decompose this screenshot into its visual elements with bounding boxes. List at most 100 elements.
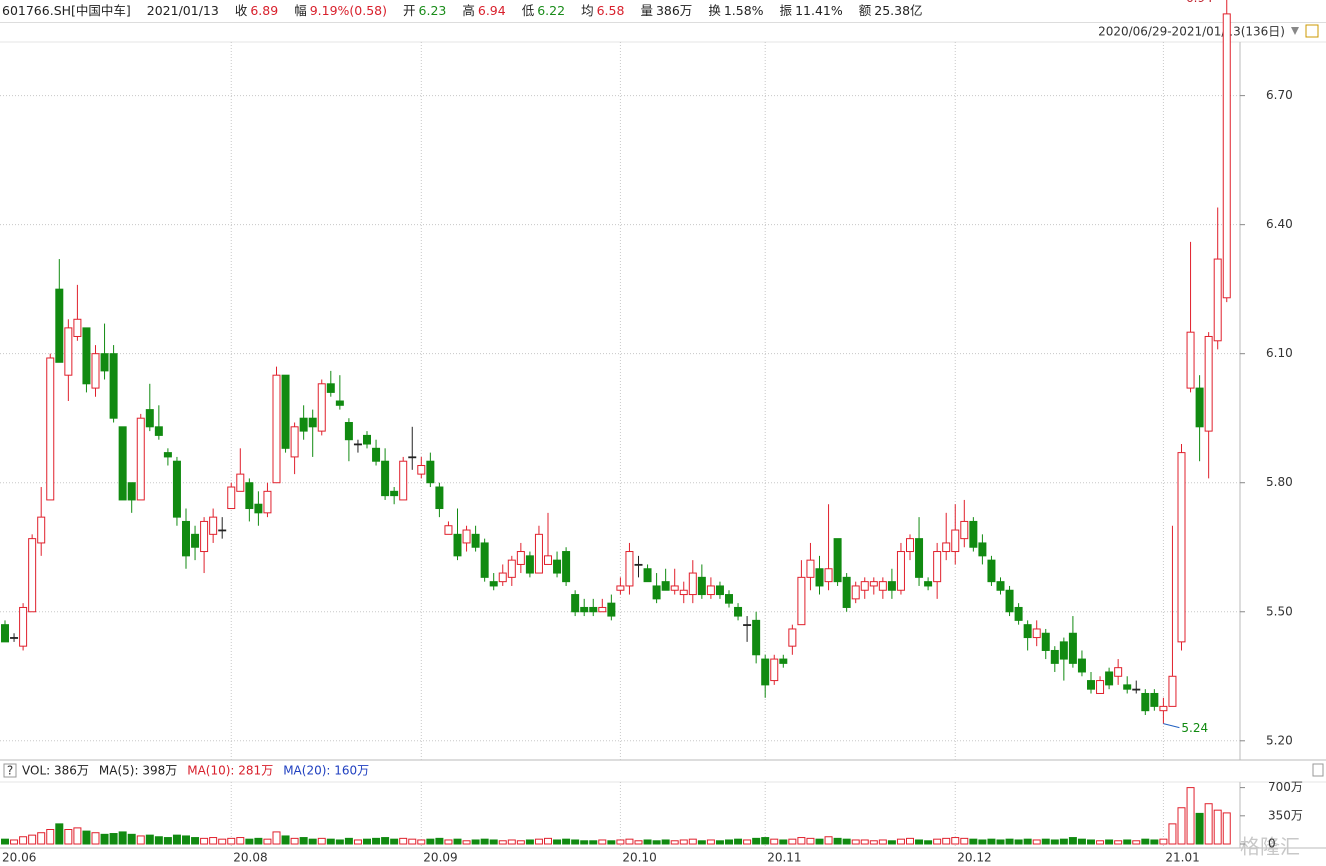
candle-body (924, 581, 933, 587)
candle-body (697, 576, 706, 596)
volume-bar (752, 837, 761, 845)
field-value: 6.23 (418, 3, 447, 18)
volume-bar (263, 838, 272, 845)
volume-bar (82, 830, 91, 845)
candle-body (317, 383, 326, 432)
field-value: 601766.SH[中国中车] (2, 3, 131, 18)
volume-bar (616, 839, 625, 845)
watermark: 格隆汇 (1240, 835, 1300, 859)
volume-bar (1050, 839, 1059, 845)
candle-body (553, 559, 562, 574)
volume-bar (725, 839, 733, 845)
candle-body (643, 568, 652, 583)
field-value: 6.22 (537, 3, 566, 18)
volume-bar (534, 838, 543, 845)
volume-bar (1059, 838, 1068, 845)
candle-body (1096, 680, 1105, 694)
candle-body (788, 628, 797, 647)
candle-body (28, 538, 37, 613)
field-label: 换 (708, 3, 721, 18)
volume-bar (915, 839, 924, 845)
volume-bar (634, 840, 643, 845)
quote-field: 额 25.38亿 (859, 3, 926, 18)
candle-body (1041, 632, 1050, 651)
candle-body (417, 465, 426, 475)
quote-field: 换 1.58% (708, 3, 766, 18)
candle-body (1132, 688, 1141, 691)
volume-bar (154, 836, 163, 845)
candle-body (534, 533, 543, 574)
field-label: 低 (521, 3, 535, 18)
volume-bar (969, 838, 978, 845)
quote-field: 低 6.22 (522, 3, 568, 18)
volume-bar (145, 834, 154, 845)
candle-body (1087, 680, 1095, 690)
x-tick-label: 20.06 (2, 851, 36, 865)
volume-bar (272, 831, 281, 845)
candle-body (1159, 705, 1168, 712)
candle-body (408, 456, 417, 459)
candle-body (200, 520, 209, 553)
candle-body (100, 353, 109, 372)
y-tick-label: 5.20 (1266, 733, 1293, 747)
candle-body (227, 486, 236, 510)
candle-body (37, 516, 46, 544)
volume-bar (878, 839, 887, 845)
candle-body (263, 490, 272, 514)
candle-body (743, 624, 752, 626)
y-tick-label: 5.80 (1266, 475, 1293, 489)
volume-bar (55, 823, 64, 845)
volume-bar (1213, 809, 1222, 845)
volume-bar (19, 836, 28, 845)
volume-bar (317, 837, 326, 845)
volume-bar (127, 833, 136, 845)
volume-bar (1041, 838, 1050, 845)
volume-bar (1, 838, 9, 845)
quote-field: 收 6.89 (235, 3, 281, 18)
help-icon[interactable] (3, 763, 17, 778)
field-label: 开 (403, 3, 416, 18)
volume-bar (109, 833, 118, 845)
candle-body (634, 563, 643, 566)
candle-body (1077, 658, 1086, 673)
volume-bar (806, 837, 815, 845)
candle-body (462, 529, 471, 544)
candle-body (1150, 692, 1159, 707)
volume-bar (607, 840, 616, 845)
x-tick-label: 20.10 (622, 851, 656, 865)
candle-body (571, 594, 580, 613)
volume-bar (1005, 838, 1014, 845)
candle-body (344, 422, 353, 441)
volume-bar (797, 837, 806, 845)
candle-body (182, 520, 190, 557)
candle-body (851, 585, 860, 600)
candle-body (960, 520, 969, 540)
quote-field: 幅 9.19%(0.58) (294, 3, 390, 18)
lock-icon[interactable] (1305, 24, 1319, 38)
y-tick-label: 0 (1268, 837, 1276, 851)
quote-field: 开 6.23 (403, 3, 449, 18)
candle-body (281, 374, 290, 449)
volume-bar (625, 838, 634, 845)
candle-body (236, 473, 245, 492)
volume-bar (960, 837, 969, 845)
volume-bar (1123, 839, 1132, 845)
dropdown-icon[interactable] (1291, 27, 1299, 35)
candle-body (1059, 641, 1068, 660)
candle-body (335, 400, 344, 406)
field-value: 2021/01/13 (146, 3, 219, 18)
help-mark: ? (7, 764, 13, 778)
field-label: 量 (640, 3, 653, 18)
candle-body (770, 658, 779, 682)
volume-bar (417, 839, 426, 845)
candle-body (353, 443, 362, 446)
candle-body (118, 426, 127, 501)
volume-bar (37, 832, 46, 845)
quote-field: 均 6.58 (581, 3, 627, 18)
toggle-icon[interactable] (1312, 763, 1324, 777)
candle-body (815, 568, 824, 587)
volume-bar (245, 838, 254, 845)
candle-body (598, 606, 607, 613)
volume-bar (661, 839, 670, 845)
candle-body (661, 581, 670, 591)
